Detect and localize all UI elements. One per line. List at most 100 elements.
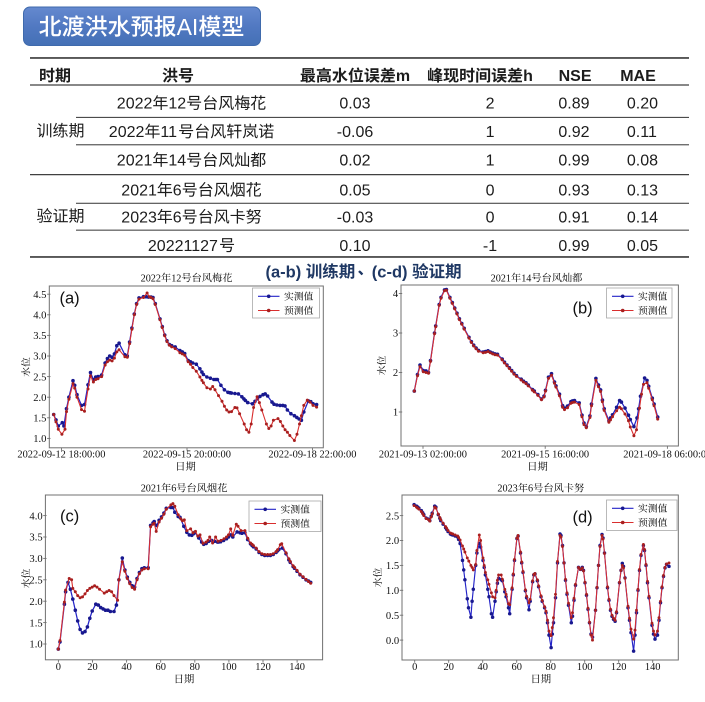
svg-text:2.0: 2.0 xyxy=(386,536,399,547)
svg-text:3.0: 3.0 xyxy=(33,352,46,363)
svg-text:100: 100 xyxy=(577,662,593,673)
svg-text:140: 140 xyxy=(289,662,305,673)
svg-text:0.91: 0.91 xyxy=(558,209,589,226)
svg-text:AI: AI xyxy=(177,14,199,40)
svg-text:0.99: 0.99 xyxy=(558,238,589,255)
svg-text:3.5: 3.5 xyxy=(29,533,42,544)
svg-text:2022: 2022 xyxy=(117,96,153,113)
svg-text:1.5: 1.5 xyxy=(29,618,42,629)
svg-text:2022: 2022 xyxy=(141,273,161,284)
svg-text:20: 20 xyxy=(87,662,97,673)
svg-text:14: 14 xyxy=(168,153,186,170)
svg-text:3.0: 3.0 xyxy=(29,554,42,565)
svg-text:120: 120 xyxy=(611,662,627,673)
svg-text:-1: -1 xyxy=(483,238,497,255)
svg-text:1.5: 1.5 xyxy=(33,414,46,425)
svg-text:0.92: 0.92 xyxy=(558,124,589,141)
svg-text:4.5: 4.5 xyxy=(33,290,46,301)
svg-text:2022: 2022 xyxy=(109,124,145,141)
svg-text:4.0: 4.0 xyxy=(29,511,42,522)
svg-text:120: 120 xyxy=(255,662,271,673)
svg-text:0.10: 0.10 xyxy=(339,238,370,255)
svg-text:0.93: 0.93 xyxy=(558,183,589,200)
svg-text:100: 100 xyxy=(221,662,237,673)
svg-text:6: 6 xyxy=(171,484,176,495)
svg-text:2021-09-18 06:00:00: 2021-09-18 06:00:00 xyxy=(623,450,705,461)
svg-text:20221127: 20221127 xyxy=(148,238,218,255)
svg-text:0.5: 0.5 xyxy=(386,611,399,622)
svg-text:0: 0 xyxy=(486,183,495,200)
svg-text:2021: 2021 xyxy=(117,153,153,170)
svg-text:60: 60 xyxy=(512,662,522,673)
svg-text:2.5: 2.5 xyxy=(29,576,42,587)
svg-text:14: 14 xyxy=(521,273,531,284)
svg-text:40: 40 xyxy=(121,662,131,673)
svg-text:0.05: 0.05 xyxy=(627,238,658,255)
svg-text:2.0: 2.0 xyxy=(33,393,46,404)
svg-text:2.0: 2.0 xyxy=(29,597,42,608)
svg-text:6: 6 xyxy=(528,484,533,495)
svg-text:20: 20 xyxy=(444,662,454,673)
svg-text:(a-b): (a-b) xyxy=(266,263,302,281)
svg-text:1.0: 1.0 xyxy=(33,434,46,445)
svg-text:0.20: 0.20 xyxy=(627,96,658,113)
svg-text:(c): (c) xyxy=(60,508,79,526)
svg-text:NSE: NSE xyxy=(559,68,592,85)
svg-text:0: 0 xyxy=(486,209,495,226)
svg-text:m: m xyxy=(396,68,410,85)
svg-text:0.02: 0.02 xyxy=(339,153,370,170)
svg-text:h: h xyxy=(523,68,533,85)
svg-text:2021: 2021 xyxy=(121,183,157,200)
svg-text:2023: 2023 xyxy=(497,484,517,495)
svg-text:-0.03: -0.03 xyxy=(337,209,374,226)
svg-text:80: 80 xyxy=(546,662,556,673)
svg-text:0: 0 xyxy=(56,662,61,673)
svg-text:0.05: 0.05 xyxy=(339,183,370,200)
svg-text:2023: 2023 xyxy=(121,209,157,226)
svg-text:2022-09-15 20:00:00: 2022-09-15 20:00:00 xyxy=(143,450,231,461)
svg-text:1.5: 1.5 xyxy=(386,561,399,572)
svg-text:40: 40 xyxy=(478,662,488,673)
svg-text:0.89: 0.89 xyxy=(558,96,589,113)
svg-text:3: 3 xyxy=(393,329,398,340)
svg-text:-0.06: -0.06 xyxy=(337,124,374,141)
svg-text:2: 2 xyxy=(486,96,495,113)
svg-text:2: 2 xyxy=(393,368,398,379)
svg-text:0.03: 0.03 xyxy=(339,96,370,113)
svg-text:(b): (b) xyxy=(573,300,593,318)
svg-text:0.11: 0.11 xyxy=(627,124,657,141)
svg-text:12: 12 xyxy=(171,273,181,284)
svg-text:0.14: 0.14 xyxy=(627,209,658,226)
svg-text:0: 0 xyxy=(412,662,417,673)
svg-text:140: 140 xyxy=(645,662,661,673)
svg-text:2.5: 2.5 xyxy=(386,511,399,522)
svg-text:1.0: 1.0 xyxy=(386,586,399,597)
svg-text:(a): (a) xyxy=(60,290,80,308)
svg-text:1.0: 1.0 xyxy=(29,640,42,651)
svg-text:4: 4 xyxy=(393,289,399,300)
svg-text:2.5: 2.5 xyxy=(33,372,46,383)
svg-text:2022-09-12 18:00:00: 2022-09-12 18:00:00 xyxy=(17,450,105,461)
svg-text:0.0: 0.0 xyxy=(386,636,399,647)
svg-text:(c-d): (c-d) xyxy=(372,263,408,281)
svg-text:6: 6 xyxy=(173,209,182,226)
svg-text:(d): (d) xyxy=(573,509,593,527)
svg-text:2021: 2021 xyxy=(141,484,161,495)
svg-text:4.0: 4.0 xyxy=(33,311,46,322)
svg-text:1: 1 xyxy=(486,124,495,141)
svg-text:2022-09-18 22:00:00: 2022-09-18 22:00:00 xyxy=(268,450,356,461)
svg-text:6: 6 xyxy=(173,183,182,200)
svg-text:1: 1 xyxy=(393,408,398,419)
svg-text:80: 80 xyxy=(190,662,200,673)
svg-text:1: 1 xyxy=(486,153,495,170)
svg-text:11: 11 xyxy=(160,124,177,141)
svg-text:0.99: 0.99 xyxy=(558,153,589,170)
svg-text:60: 60 xyxy=(156,662,166,673)
svg-text:3.5: 3.5 xyxy=(33,331,46,342)
svg-text:2021-09-15 16:00:00: 2021-09-15 16:00:00 xyxy=(501,450,589,461)
svg-text:2021: 2021 xyxy=(491,273,511,284)
svg-text:2021-09-13 02:00:00: 2021-09-13 02:00:00 xyxy=(379,450,467,461)
svg-text:0.13: 0.13 xyxy=(627,183,658,200)
svg-text:0.08: 0.08 xyxy=(627,153,658,170)
svg-text:MAE: MAE xyxy=(620,68,656,85)
